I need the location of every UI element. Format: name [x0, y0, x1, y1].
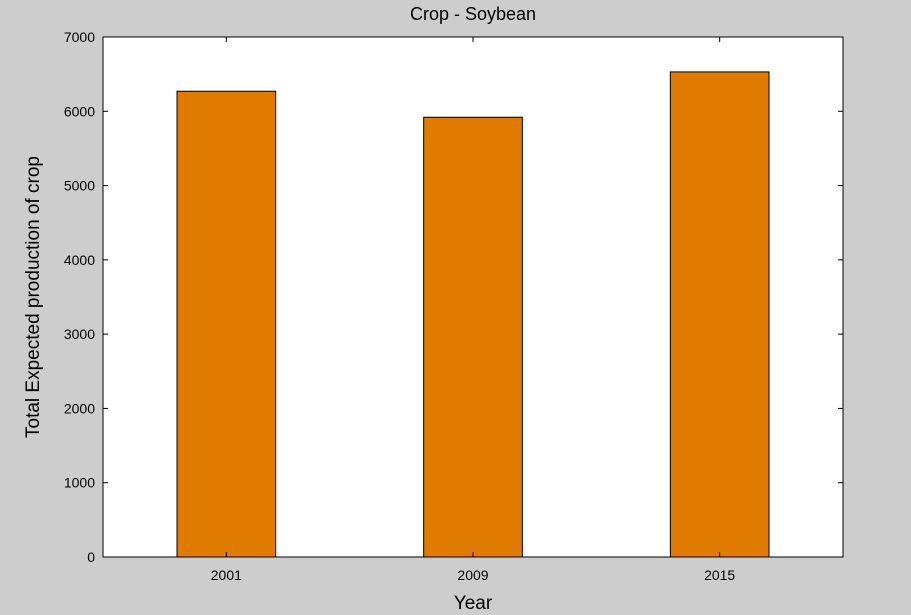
y-tick-label: 4000: [64, 252, 95, 268]
y-tick-label: 7000: [64, 29, 95, 45]
bars-group: [176, 71, 770, 558]
x-tick-label: 2015: [704, 567, 735, 583]
y-tick-label: 1000: [64, 475, 95, 491]
y-axis-label: Total Expected production of crop: [23, 156, 44, 438]
x-tick-label: 2001: [211, 567, 242, 583]
x-tick-label: 2009: [457, 567, 488, 583]
y-tick-label: 5000: [64, 178, 95, 194]
bar-2001: [176, 90, 277, 558]
chart-title: Crop - Soybean: [410, 4, 536, 24]
ticks-group: 2001 2009 2015 0 1000 2000 3000 4000 5000 6000 700…: [64, 29, 843, 583]
bar-2015: [669, 71, 770, 558]
bar-2009: [423, 116, 523, 558]
y-tick-label: 6000: [64, 103, 95, 119]
y-tick-label: 0: [87, 549, 95, 565]
x-axis-label: Year: [454, 593, 493, 614]
y-tick-label: 3000: [64, 326, 95, 342]
y-tick-label: 2000: [64, 400, 95, 416]
